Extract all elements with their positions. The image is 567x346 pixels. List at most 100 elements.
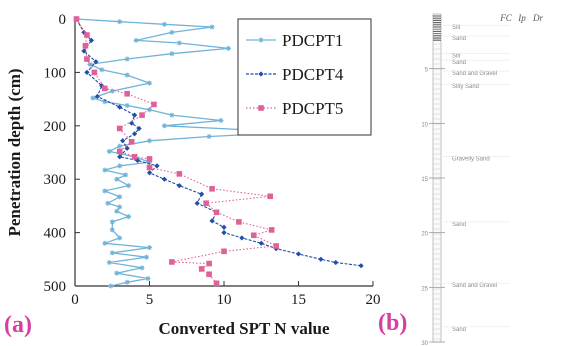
data-point <box>82 42 89 49</box>
data-point <box>132 112 138 118</box>
soil-type-label: Silt <box>452 25 461 31</box>
data-point <box>117 194 123 200</box>
x-tick-label: 20 <box>366 292 381 308</box>
data-point <box>209 186 215 192</box>
y-tick-label: 300 <box>44 172 67 188</box>
data-point <box>114 270 120 276</box>
legend-item: PDCPT5 <box>246 99 343 118</box>
data-point <box>106 260 112 266</box>
series-pdcpt5 <box>73 16 279 287</box>
data-point <box>221 224 227 230</box>
soil-type-label: Sand <box>452 222 466 228</box>
data-point <box>117 204 123 210</box>
data-point <box>206 271 212 278</box>
data-point <box>213 280 220 287</box>
data-point <box>91 69 98 76</box>
soil-type-label: Sand <box>452 60 466 66</box>
data-point <box>221 248 227 255</box>
y-axis-label: Penetration depth (cm) <box>5 68 24 236</box>
data-point <box>109 227 115 233</box>
legend-item: PDCPT4 <box>246 65 344 84</box>
data-point <box>102 99 108 105</box>
soil-type-label: Sand and Gravel <box>452 71 497 77</box>
data-point <box>145 276 151 282</box>
panel-label-a: (a) <box>4 312 32 338</box>
data-point <box>117 235 123 241</box>
data-point <box>120 138 126 144</box>
data-point <box>176 171 183 177</box>
data-point <box>176 183 182 189</box>
x-tick-label: 15 <box>291 292 306 308</box>
data-point <box>114 176 120 182</box>
data-point <box>102 188 108 194</box>
data-point <box>251 232 257 239</box>
data-point <box>131 153 138 160</box>
data-point <box>258 37 264 43</box>
data-point <box>333 259 339 266</box>
data-point <box>236 219 242 225</box>
data-point <box>117 19 123 25</box>
log-column-header: Dr <box>532 13 543 23</box>
data-point <box>154 163 160 169</box>
data-point <box>295 251 302 257</box>
depth-tick-label: 30 <box>421 341 428 346</box>
data-point <box>151 101 157 108</box>
data-point <box>139 265 145 271</box>
data-point <box>88 37 94 43</box>
depth-tick-label: 5 <box>425 68 429 74</box>
data-point <box>203 200 209 207</box>
data-point <box>258 71 264 77</box>
y-tick-label: 500 <box>44 279 67 295</box>
depth-tick-label: 10 <box>421 122 428 128</box>
depth-tick-label: 15 <box>421 177 428 183</box>
x-tick-label: 10 <box>217 292 232 308</box>
data-point <box>267 193 273 200</box>
data-point <box>146 156 153 162</box>
data-point <box>109 250 115 256</box>
data-point <box>124 103 130 109</box>
x-tick-label: 5 <box>146 292 154 308</box>
data-point <box>102 240 108 246</box>
data-point <box>146 164 153 171</box>
soil-type-label: Silty Sand <box>452 84 479 90</box>
depth-tick-label: 25 <box>421 286 428 292</box>
y-tick-label: 100 <box>44 65 67 81</box>
soil-type-label: Gravelly Sand <box>452 156 490 162</box>
soil-type-label: Sand and Gravel <box>452 283 497 289</box>
data-point <box>358 263 364 269</box>
data-point <box>109 219 115 225</box>
data-point <box>161 176 167 182</box>
data-point <box>258 240 264 246</box>
data-point <box>109 88 115 94</box>
data-point <box>102 167 108 173</box>
soil-type-label: Sand <box>452 36 466 42</box>
data-point <box>221 230 227 236</box>
data-point <box>124 279 130 285</box>
data-point <box>99 67 105 73</box>
data-point <box>146 170 153 176</box>
y-tick-label: 0 <box>59 12 67 28</box>
data-point <box>139 112 145 118</box>
data-point <box>73 16 80 22</box>
panel-label-b: (b) <box>378 310 408 336</box>
data-point <box>84 56 90 62</box>
data-point <box>147 138 152 144</box>
y-tick-label: 200 <box>44 119 67 135</box>
legend-item: PDCPT1 <box>246 31 343 50</box>
data-point <box>273 243 279 249</box>
data-point <box>124 90 130 97</box>
data-point <box>198 266 205 272</box>
data-point <box>258 105 264 111</box>
x-axis-label: Converted SPT N value <box>158 319 330 338</box>
data-point <box>147 245 152 251</box>
data-point <box>144 254 150 260</box>
data-point <box>213 209 220 216</box>
data-point <box>102 85 108 92</box>
data-point <box>108 283 114 289</box>
legend-label: PDCPT1 <box>282 31 343 50</box>
data-point <box>124 72 130 78</box>
legend-label: PDCPT4 <box>282 65 344 84</box>
data-point <box>84 32 90 38</box>
